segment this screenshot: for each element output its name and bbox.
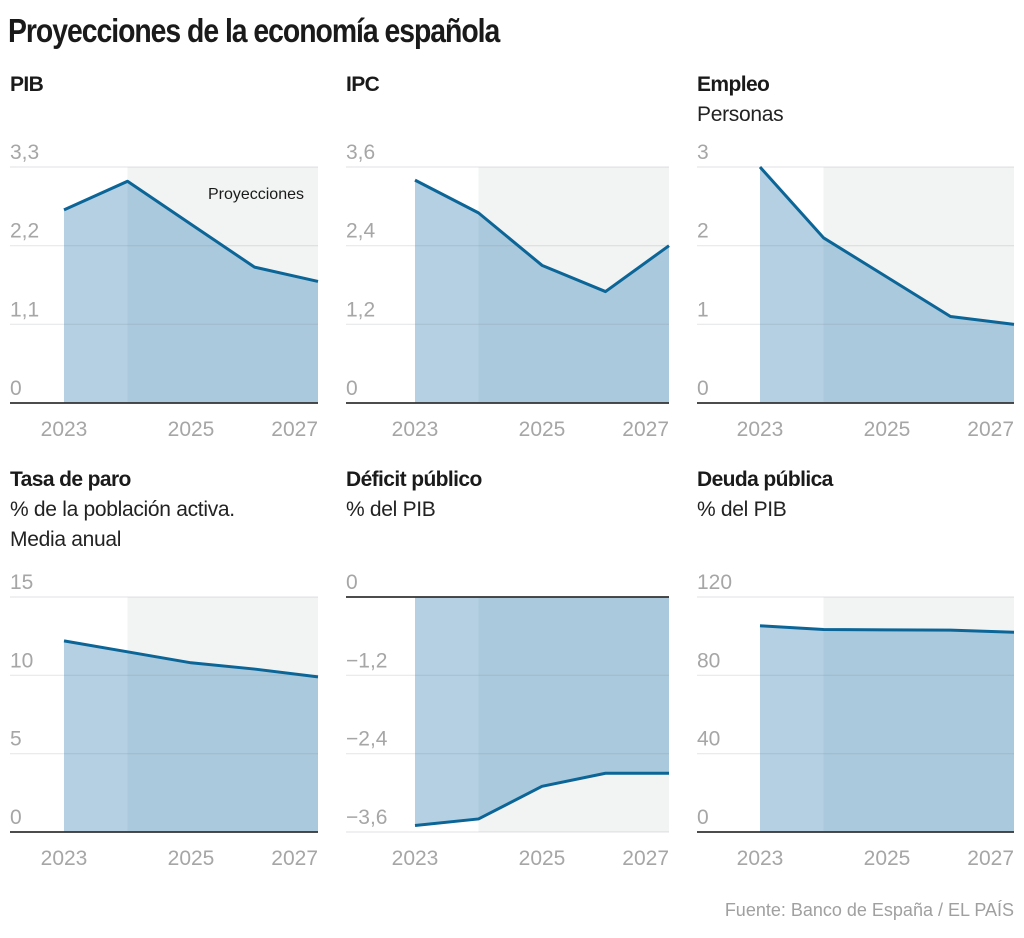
area-historical: [64, 640, 128, 832]
chart-pib: 0 1,1 2,2 3,3 2023 2025 2027 Proyecciones: [10, 141, 319, 441]
x-tick-label: 2023: [392, 418, 439, 441]
chart-deuda: 0 40 80 120 2023 2025 2027: [697, 571, 1015, 870]
panel-header-deficit: Déficit público % del PIB: [346, 465, 482, 525]
area-historical: [415, 180, 479, 403]
x-tick-label: 2027: [271, 847, 318, 870]
y-tick-label: 0: [346, 571, 358, 594]
y-tick-label: 3,6: [346, 141, 375, 164]
panel-subtitle: Personas: [697, 103, 784, 126]
panel-header-pib: PIB: [10, 70, 44, 100]
panel-title: PIB: [10, 73, 44, 96]
x-tick-label: 2025: [519, 418, 566, 441]
x-tick-label: 2027: [967, 847, 1014, 870]
panel-title: Empleo: [697, 73, 770, 96]
panel-subtitle: % del PIB: [697, 498, 787, 521]
x-tick-label: 2025: [864, 418, 911, 441]
y-tick-label: 3,3: [10, 141, 39, 164]
x-tick-label: 2023: [41, 418, 88, 441]
y-tick-label: 0: [346, 377, 358, 400]
x-tick-label: 2025: [168, 847, 215, 870]
chart-ipc: 0 1,2 2,4 3,6 2023 2025 2027: [346, 141, 670, 441]
y-tick-label: 0: [697, 377, 709, 400]
y-tick-label: −1,2: [346, 649, 387, 672]
area-projection: [823, 625, 1014, 832]
panel-title: IPC: [346, 73, 380, 96]
y-tick-label: 10: [10, 649, 33, 672]
panel-header-paro: Tasa de paro % de la población activa. M…: [10, 465, 235, 555]
y-tick-label: −3,6: [346, 806, 387, 829]
x-tick-label: 2027: [271, 418, 318, 441]
chart-empleo: 0 1 2 3 2023 2025 2027: [697, 141, 1015, 441]
x-tick-label: 2027: [622, 847, 669, 870]
x-tick-label: 2023: [737, 847, 784, 870]
source-note: Fuente: Banco de España / EL PAÍS: [724, 900, 1014, 920]
panel-title: Déficit público: [346, 468, 482, 491]
y-tick-label: 120: [697, 571, 732, 594]
x-tick-label: 2027: [622, 418, 669, 441]
y-tick-label: 1,1: [10, 298, 39, 321]
x-tick-label: 2025: [519, 847, 566, 870]
page-title: Proyecciones de la economía española: [8, 12, 500, 49]
area-historical: [760, 625, 824, 832]
panel-header-ipc: IPC: [346, 70, 380, 100]
x-tick-label: 2023: [737, 418, 784, 441]
area-historical: [760, 167, 824, 403]
y-tick-label: 2: [697, 220, 709, 243]
y-tick-label: 2,4: [346, 220, 376, 243]
panel-header-deuda: Deuda pública % del PIB: [697, 465, 833, 525]
panel-header-empleo: Empleo Personas: [697, 70, 784, 130]
y-tick-label: 5: [10, 728, 22, 751]
y-tick-label: 80: [697, 649, 720, 672]
y-tick-label: 15: [10, 571, 33, 594]
y-tick-label: 0: [697, 806, 709, 829]
area-historical: [64, 181, 128, 403]
y-tick-label: −2,4: [346, 728, 388, 751]
y-tick-label: 3: [697, 141, 709, 164]
area-fill: [760, 625, 1014, 832]
panel-title: Deuda pública: [697, 468, 833, 491]
projection-annotation: Proyecciones: [208, 186, 304, 203]
panel-subtitle: % de la población activa.: [10, 498, 235, 521]
x-tick-label: 2023: [392, 847, 439, 870]
x-tick-label: 2025: [168, 418, 215, 441]
chart-paro: 0 5 10 15 2023 2025 2027: [10, 571, 319, 870]
y-tick-label: 2,2: [10, 220, 39, 243]
y-tick-label: 1,2: [346, 298, 375, 321]
y-tick-label: 1: [697, 298, 709, 321]
x-tick-label: 2023: [41, 847, 88, 870]
panel-title: Tasa de paro: [10, 468, 131, 491]
y-tick-label: 0: [10, 806, 22, 829]
panel-subtitle: Media anual: [10, 528, 122, 551]
panel-subtitle: % del PIB: [346, 498, 436, 521]
y-tick-label: 0: [10, 377, 22, 400]
area-historical: [415, 597, 479, 826]
x-tick-label: 2027: [967, 418, 1014, 441]
y-tick-label: 40: [697, 728, 720, 751]
x-tick-label: 2025: [864, 847, 911, 870]
